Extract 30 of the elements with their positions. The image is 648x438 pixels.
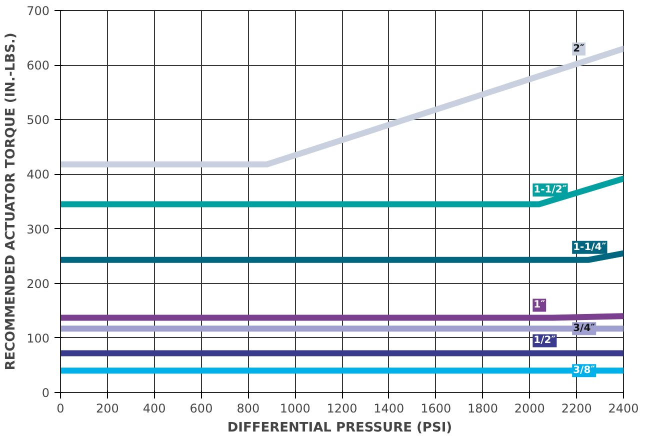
y-tick-label: 0 [42,386,50,400]
x-tick-label: 2400 [608,402,639,416]
series-label: 2″ [573,43,586,54]
x-tick-label: 2000 [514,402,545,416]
x-tick-label: 800 [236,402,260,416]
y-tick-label: 400 [26,168,50,182]
x-tick-label: 400 [142,402,166,416]
series-label: 1/2″ [534,335,556,346]
y-tick-label: 600 [26,58,50,73]
series-label: 1-1/2″ [534,184,568,196]
y-tick-label: 500 [26,113,50,128]
x-tick-label: 200 [96,402,119,416]
x-tick-label: 1800 [467,402,498,416]
y-tick-label: 100 [26,331,50,346]
x-tick-label: 0 [56,402,64,416]
x-tick-label: 1000 [280,402,310,416]
series-label: 3/8″ [573,365,596,376]
y-tick-label: 200 [26,276,50,291]
x-axis-title: DIFFERENTIAL PRESSURE (PSI) [227,420,452,436]
y-axis-title: RECOMMENDED ACTUATOR TORQUE (IN.-LBS.) [4,32,19,370]
series-label: 3/4″ [573,323,596,334]
x-tick-label: 1400 [374,402,404,416]
y-tick-label: 700 [26,4,50,18]
x-tick-label: 2200 [561,402,592,416]
x-tick-label: 1600 [420,402,452,416]
y-tick-label: 300 [26,222,50,236]
series-label: 1″ [534,300,546,311]
series-label: 1-1/4″ [573,242,607,253]
x-tick-label: 1200 [326,402,358,416]
x-tick-label: 600 [190,402,213,416]
